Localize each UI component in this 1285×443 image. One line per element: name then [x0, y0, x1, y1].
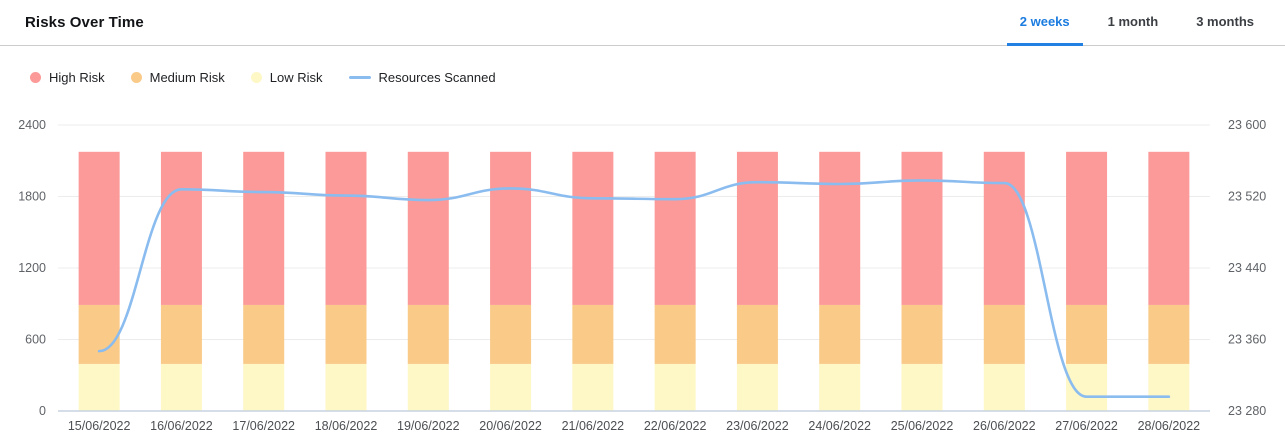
- bar-segment-low-risk: [1148, 363, 1190, 411]
- left-axis-tick-label: 0: [39, 404, 46, 418]
- bar-segment-high-risk: [901, 151, 943, 305]
- bar-segment-high-risk: [572, 151, 614, 305]
- x-axis-date-label: 15/06/2022: [68, 419, 131, 433]
- bar-segment-medium-risk: [1066, 304, 1108, 364]
- bar-segment-low-risk: [901, 363, 943, 411]
- bar-segment-high-risk: [160, 151, 202, 305]
- bar-segment-high-risk: [243, 151, 285, 305]
- bar-segment-medium-risk: [572, 304, 614, 364]
- bar-segment-low-risk: [983, 363, 1025, 411]
- bar-segment-medium-risk: [325, 304, 367, 364]
- legend-label: Low Risk: [269, 70, 323, 85]
- right-axis-tick-label: 23 440: [1228, 261, 1266, 275]
- bar-segment-medium-risk: [819, 304, 861, 364]
- low-risk-dot-icon: [250, 72, 262, 83]
- x-axis-date-label: 21/06/2022: [562, 419, 625, 433]
- panel-header: Risks Over Time 2 weeks 1 month 3 months: [0, 0, 1285, 46]
- bar-segment-low-risk: [325, 363, 367, 411]
- legend-item-high-risk[interactable]: High Risk: [30, 70, 105, 85]
- bar-segment-low-risk: [243, 363, 285, 411]
- bar-segment-low-risk: [407, 363, 449, 411]
- tab-2-weeks[interactable]: 2 weeks: [1006, 0, 1083, 46]
- x-axis-date-label: 18/06/2022: [315, 419, 378, 433]
- x-axis-date-label: 24/06/2022: [808, 419, 871, 433]
- left-axis-tick-label: 1200: [18, 261, 46, 275]
- bar-segment-medium-risk: [490, 304, 532, 364]
- bar-segment-medium-risk: [243, 304, 285, 364]
- time-range-tabs: 2 weeks 1 month 3 months: [995, 0, 1285, 46]
- left-axis-tick-label: 600: [25, 333, 46, 347]
- x-axis-date-label: 20/06/2022: [479, 419, 542, 433]
- x-axis-date-label: 26/06/2022: [973, 419, 1036, 433]
- legend-label: Resources Scanned: [378, 70, 496, 85]
- bar-segment-low-risk: [819, 363, 861, 411]
- bar-segment-medium-risk: [78, 304, 120, 364]
- x-axis-date-label: 19/06/2022: [397, 419, 460, 433]
- bar-segment-low-risk: [654, 363, 696, 411]
- x-axis-date-label: 25/06/2022: [891, 419, 954, 433]
- bar-segment-medium-risk: [654, 304, 696, 364]
- legend-item-resources-scanned[interactable]: Resources Scanned: [348, 70, 496, 85]
- bar-segment-medium-risk: [901, 304, 943, 364]
- high-risk-dot-icon: [30, 72, 41, 83]
- bar-segment-low-risk: [160, 363, 202, 411]
- left-axis-tick-label: 1800: [18, 190, 46, 204]
- bar-segment-high-risk: [819, 151, 861, 305]
- bar-segment-medium-risk: [983, 304, 1025, 364]
- bar-segment-high-risk: [78, 151, 120, 305]
- left-axis-tick-label: 2400: [18, 118, 46, 132]
- x-axis-date-label: 28/06/2022: [1138, 419, 1201, 433]
- right-axis-tick-label: 23 600: [1228, 118, 1266, 132]
- bar-segment-high-risk: [1148, 151, 1190, 305]
- bar-segment-high-risk: [407, 151, 449, 305]
- page-title: Risks Over Time: [25, 14, 144, 31]
- bar-segment-medium-risk: [1148, 304, 1190, 364]
- legend-label: High Risk: [49, 70, 105, 85]
- right-axis-tick-label: 23 280: [1228, 404, 1266, 418]
- tab-1-month[interactable]: 1 month: [1107, 14, 1159, 29]
- legend-item-low-risk[interactable]: Low Risk: [250, 70, 323, 85]
- bar-segment-high-risk: [736, 151, 778, 305]
- x-axis-date-label: 27/06/2022: [1055, 419, 1118, 433]
- bar-segment-low-risk: [78, 363, 120, 411]
- x-axis-date-label: 22/06/2022: [644, 419, 707, 433]
- bar-segment-high-risk: [490, 151, 532, 305]
- resources-scanned-line-icon: [348, 76, 371, 79]
- bar-segment-high-risk: [654, 151, 696, 305]
- x-axis-date-label: 17/06/2022: [232, 419, 295, 433]
- right-axis-tick-label: 23 520: [1228, 190, 1266, 204]
- medium-risk-dot-icon: [130, 72, 142, 83]
- resources-scanned-line: [97, 179, 1171, 399]
- right-axis-tick-label: 23 360: [1228, 333, 1266, 347]
- bar-segment-low-risk: [572, 363, 614, 411]
- tab-3-months[interactable]: 3 months: [1196, 14, 1254, 29]
- x-axis-date-label: 23/06/2022: [726, 419, 789, 433]
- bar-segment-low-risk: [1066, 363, 1108, 411]
- bar-segment-medium-risk: [407, 304, 449, 364]
- bar-segment-low-risk: [490, 363, 532, 411]
- bar-segment-medium-risk: [736, 304, 778, 364]
- bar-segment-medium-risk: [160, 304, 202, 364]
- bar-segment-high-risk: [983, 151, 1025, 305]
- legend-label: Medium Risk: [149, 70, 225, 85]
- bar-segment-high-risk: [325, 151, 367, 305]
- bar-segment-low-risk: [736, 363, 778, 411]
- chart-legend: High Risk Medium Risk Low Risk Resources…: [0, 46, 1285, 85]
- x-axis-date-label: 16/06/2022: [150, 419, 213, 433]
- legend-item-medium-risk[interactable]: Medium Risk: [130, 70, 225, 85]
- bar-segment-high-risk: [1066, 151, 1108, 305]
